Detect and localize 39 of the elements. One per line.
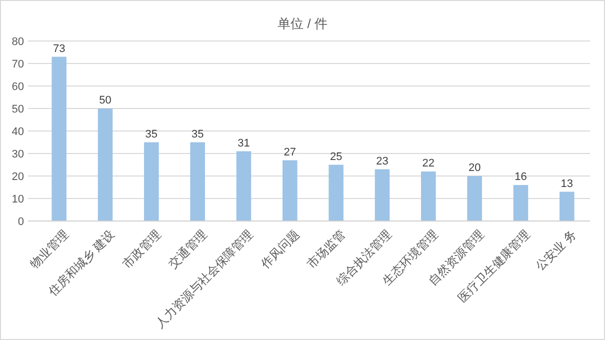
bar [467,176,482,221]
y-tick-label: 10 [12,193,24,206]
bar [190,142,205,221]
data-label: 27 [284,146,296,158]
bar [328,164,344,221]
data-label: 31 [238,137,250,150]
data-label: 35 [145,128,158,140]
data-label: 50 [99,94,112,106]
bar [144,142,159,221]
y-tick-label: 30 [12,148,24,160]
bar [52,56,66,221]
data-label: 13 [560,178,574,190]
bar [513,185,528,221]
data-label: 20 [468,162,481,174]
bar [374,169,390,221]
y-tick-label: 40 [12,126,24,138]
data-label: 16 [514,171,527,183]
x-tick-label: 市政管理 [120,227,164,271]
data-label: 73 [52,42,66,55]
data-label: 25 [330,150,342,163]
bar [98,108,113,221]
y-tick-label: 60 [12,80,24,93]
y-tick-label: 80 [12,36,24,48]
data-label: 23 [376,155,388,168]
y-tick-label: 50 [12,103,24,116]
y-tick-label: 70 [12,58,24,70]
y-tick-label: 0 [18,216,24,228]
x-tick-label: 交通管理 [166,227,210,271]
bar [236,151,252,221]
bar [560,192,574,221]
x-tick-label: 市场监管 [304,227,348,271]
x-tick-label: 公安业 务 [532,227,579,274]
bar [421,172,436,221]
chart-title: 单位 / 件 [278,16,328,31]
bar [282,160,298,221]
data-label: 35 [191,128,204,140]
y-tick-label: 20 [12,170,24,183]
data-label: 22 [422,158,435,170]
x-tick-label: 作风问题 [257,227,302,272]
